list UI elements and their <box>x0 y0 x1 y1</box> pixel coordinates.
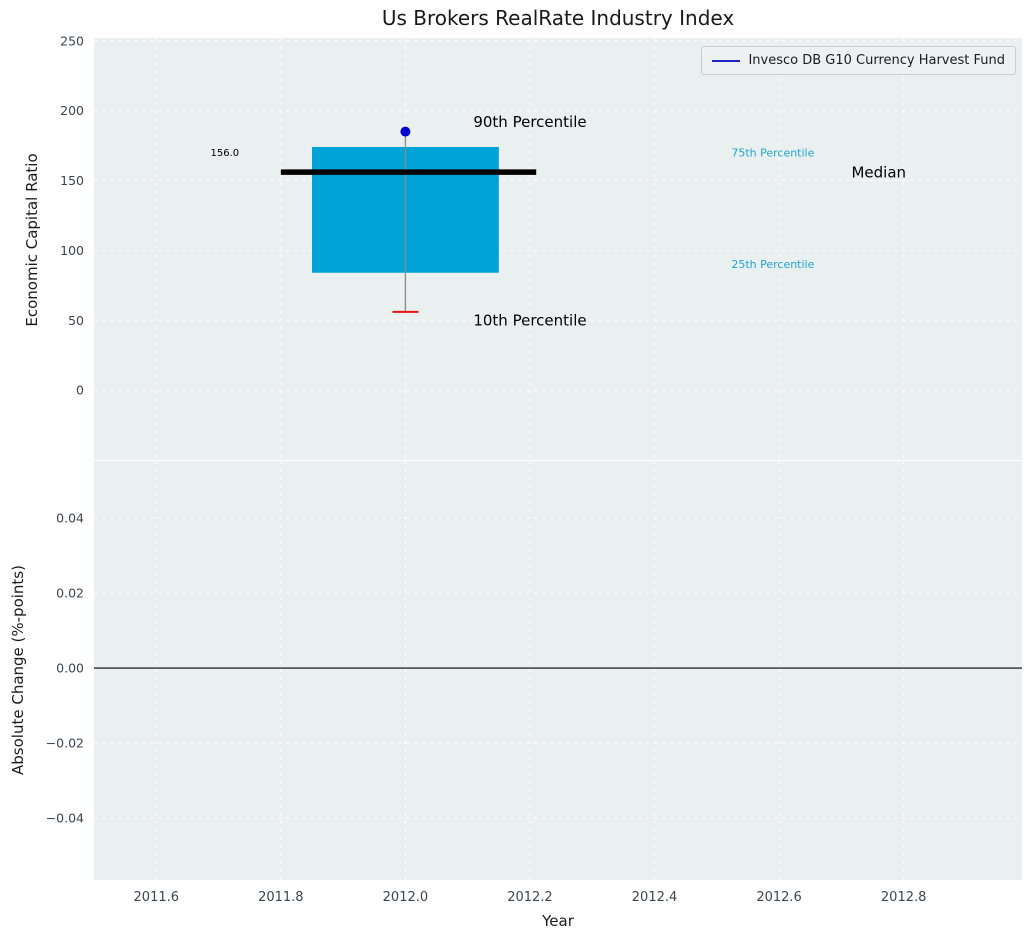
top-y-tick-label: 250 <box>60 33 84 48</box>
top-y-tick-label: 50 <box>68 313 84 328</box>
x-tick-label: 2011.8 <box>258 890 304 905</box>
x-tick-label: 2011.6 <box>134 890 180 905</box>
p90-marker <box>400 126 411 137</box>
annotation-median: Median <box>851 163 906 181</box>
x-tick-label: 2012.0 <box>383 890 429 905</box>
chart-title: Us Brokers RealRate Industry Index <box>381 6 735 30</box>
x-tick-label: 2012.4 <box>632 890 678 905</box>
bottom-plot-area <box>94 461 1022 880</box>
x-tick-label: 2012.2 <box>507 890 553 905</box>
x-tick-label: 2012.6 <box>756 890 802 905</box>
x-axis-label: Year <box>542 912 574 930</box>
bottom-y-tick-label: 0.02 <box>56 586 84 601</box>
top-y-tick-label: 200 <box>60 103 84 118</box>
top-y-tick-label: 100 <box>60 243 84 258</box>
top-y-axis-label: Economic Capital Ratio <box>23 153 41 327</box>
annotation-156-0: 156.0 <box>210 148 239 159</box>
bottom-y-tick-label: 0.00 <box>56 661 84 676</box>
x-tick-label: 2012.8 <box>881 890 927 905</box>
bottom-y-tick-label: 0.04 <box>56 511 84 526</box>
legend: Invesco DB G10 Currency Harvest Fund <box>701 46 1016 75</box>
annotation-75th-percentile: 75th Percentile <box>731 146 814 159</box>
top-y-tick-label: 150 <box>60 173 84 188</box>
annotation-25th-percentile: 25th Percentile <box>731 258 814 271</box>
bottom-y-axis-label: Absolute Change (%-points) <box>9 565 27 775</box>
bottom-y-tick-label: −0.02 <box>46 736 84 751</box>
legend-line-sample <box>712 59 741 62</box>
legend-label: Invesco DB G10 Currency Harvest Fund <box>748 53 1005 68</box>
top-y-tick-label: 0 <box>76 383 84 398</box>
annotation-90th-percentile: 90th Percentile <box>473 113 586 131</box>
annotation-10th-percentile: 10th Percentile <box>473 312 586 330</box>
bottom-y-tick-label: −0.04 <box>46 811 84 826</box>
